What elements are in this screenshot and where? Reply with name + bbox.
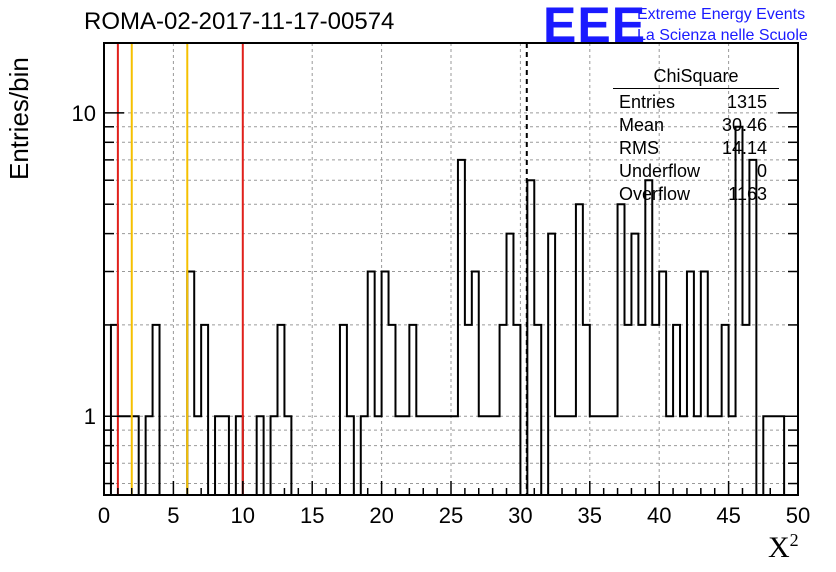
histogram-bin (722, 325, 729, 495)
x-tick-label: 10 (231, 503, 255, 528)
histogram-bin (576, 204, 583, 495)
histogram-bin (111, 325, 118, 495)
logo-line-2: La Scienza nelle Scuole (637, 27, 808, 44)
logo-caption: Extreme Energy Events La Scienza nelle S… (637, 4, 808, 46)
stats-box: ChiSquare Entries 1315 Mean 30.46 RMS 14.14… (613, 66, 779, 206)
stats-label: RMS (619, 138, 659, 158)
histogram-bin (673, 325, 680, 495)
histogram-bin (513, 325, 520, 495)
histogram-bin (749, 160, 756, 495)
histogram-bin (187, 272, 194, 495)
histogram-bin (458, 160, 465, 495)
histogram-bin (583, 325, 590, 495)
y-tick-label: 1 (84, 404, 96, 429)
x-tick-label: 35 (578, 503, 602, 528)
stats-label: Entries (619, 92, 676, 112)
histogram-bin (625, 325, 632, 495)
histogram-bin (201, 325, 208, 495)
x-tick-label: 15 (300, 503, 324, 528)
x-tick-label: 20 (369, 503, 393, 528)
x-axis-label-text: X (768, 531, 790, 564)
histogram-bin (382, 272, 389, 495)
histogram-bin (465, 325, 472, 495)
stats-row-entries: Entries 1315 (613, 91, 779, 114)
stats-label: Underflow (619, 161, 701, 181)
axis-ticks (103, 112, 799, 495)
x-axis-label-superscript: 2 (789, 530, 799, 550)
histogram-bin (472, 272, 479, 495)
histogram-bin (340, 325, 347, 495)
histogram-bin (500, 325, 507, 495)
histogram-bin (534, 325, 541, 495)
plot-title: ROMA-02-2017-11-17-00574 (84, 8, 395, 35)
stats-value: 1315 (726, 92, 767, 112)
stats-row-overflow: Overflow 1163 (613, 183, 779, 206)
x-tick-label: 45 (716, 503, 740, 528)
x-tick-label: 50 (786, 503, 810, 528)
stats-value: 30.46 (721, 115, 767, 135)
histogram-bin (659, 272, 666, 495)
stats-row-underflow: Underflow 0 (613, 160, 779, 183)
histogram-bin (631, 234, 638, 495)
histogram-bin (153, 325, 160, 495)
y-tick-label: 10 (72, 101, 96, 126)
stats-value: 0 (756, 161, 767, 181)
histogram-bin (638, 325, 645, 495)
histogram-bin (389, 325, 396, 495)
histogram-bin (645, 180, 652, 495)
stats-label: Overflow (619, 184, 691, 204)
logo-line-1: Extreme Energy Events (637, 6, 806, 23)
x-tick-label: 40 (647, 503, 671, 528)
x-tick-label: 0 (98, 503, 110, 528)
histogram-bin (701, 272, 708, 495)
histogram-bin (687, 272, 694, 495)
axis-tick-labels: 0 5 10 15 20 25 30 35 40 45 50 1 10 (72, 101, 811, 528)
histogram-bars (104, 125, 798, 496)
stats-value: 1163 (728, 184, 767, 204)
eee-logo: EEE (543, 0, 647, 53)
stats-row-mean: Mean 30.46 (613, 114, 779, 137)
histogram-bin (742, 325, 749, 495)
histogram-bin (368, 272, 375, 495)
histogram-bin (409, 325, 416, 495)
y-axis-label: Entries/bin (4, 57, 34, 180)
histogram-bin (278, 325, 285, 495)
histogram-bin (548, 234, 555, 495)
x-tick-label: 25 (439, 503, 463, 528)
x-tick-label: 5 (167, 503, 179, 528)
stats-value: 14.14 (721, 138, 767, 158)
stats-label: Mean (619, 115, 665, 135)
histogram-bin (527, 180, 534, 495)
histogram-bin (652, 325, 659, 495)
stats-row-rms: RMS 14.14 (613, 137, 779, 160)
histogram-outline (104, 125, 798, 496)
histogram-bin (618, 204, 625, 495)
marker-lines (116, 43, 528, 495)
stats-title: ChiSquare (613, 66, 779, 89)
histogram-bin (507, 234, 514, 495)
x-tick-label: 30 (508, 503, 532, 528)
x-axis-label: X2 (768, 530, 799, 565)
